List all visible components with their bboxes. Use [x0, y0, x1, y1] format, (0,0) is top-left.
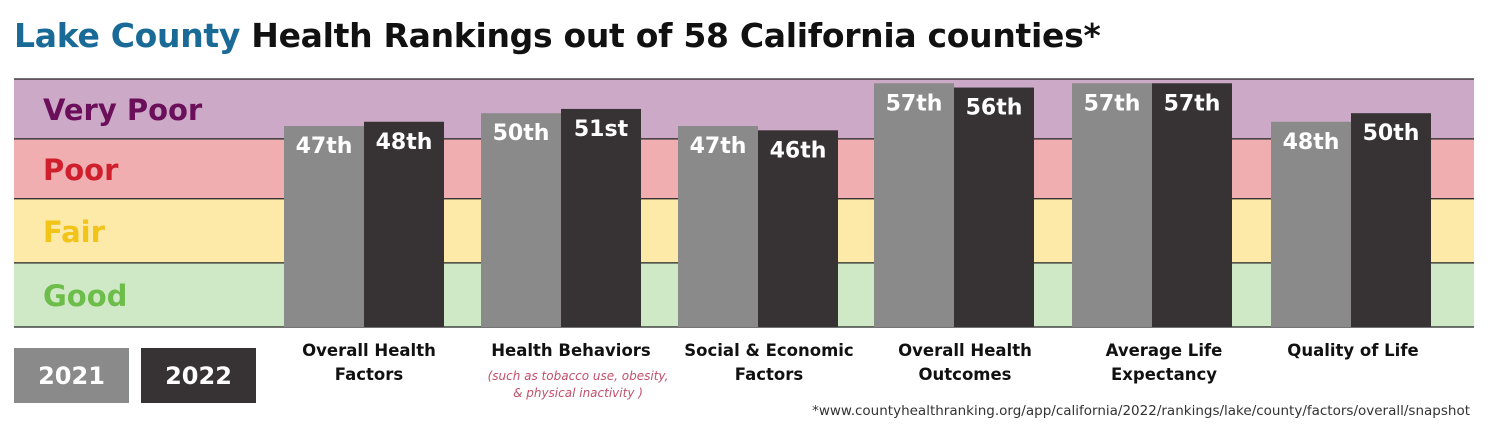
bar-2022-1	[561, 108, 641, 328]
bar-2022-5	[1351, 113, 1431, 327]
band-label-good: Good	[43, 279, 127, 313]
bar-2021-1	[481, 113, 561, 327]
category-label-line: Outcomes	[918, 365, 1012, 384]
bar-2021-5	[1271, 121, 1351, 327]
band-label-poor: Poor	[43, 153, 119, 187]
category-label-line: Factors	[334, 365, 404, 384]
bar-label-2021-3: 57th	[886, 91, 943, 116]
title-rest: Health Rankings out of 58 California cou…	[240, 16, 1101, 55]
title-county: Lake County	[14, 16, 241, 55]
category-label-average-life-expectancy: Average Life Expectancy	[1069, 339, 1259, 387]
category-label-line: Average Life	[1105, 341, 1223, 360]
category-label-line: Expectancy	[1110, 365, 1217, 384]
band-label-very-poor: Very Poor	[43, 93, 203, 127]
category-label-line: Factors	[734, 365, 804, 384]
note-line: (such as tobacco use, obesity,	[487, 369, 669, 383]
bar-2021-2	[678, 126, 758, 327]
bar-label-2021-0: 47th	[296, 134, 353, 159]
bar-label-2022-2: 46th	[770, 138, 827, 163]
legend-2021: 2021	[14, 348, 129, 403]
category-label-line: Quality of Life	[1287, 341, 1419, 360]
bar-label-2022-1: 51st	[574, 117, 629, 142]
note-line: & physical inactivity )	[513, 386, 643, 400]
category-label-health-behaviors: Health Behaviors	[476, 339, 666, 363]
bar-2022-4	[1152, 83, 1232, 327]
bar-label-2022-3: 56th	[966, 96, 1023, 121]
bar-label-2021-4: 57th	[1084, 91, 1141, 116]
bar-label-2021-5: 48th	[1283, 130, 1340, 155]
category-label-line: Health Behaviors	[491, 341, 651, 360]
category-label-overall-health-factors: Overall Health Factors	[274, 339, 464, 387]
bar-label-2022-0: 48th	[376, 130, 433, 155]
bar-label-2022-4: 57th	[1164, 91, 1221, 116]
bar-2021-3	[874, 83, 954, 327]
category-label-line: Overall Health	[898, 341, 1032, 360]
bar-2021-0	[284, 126, 364, 327]
bar-label-2022-5: 50th	[1363, 121, 1420, 146]
bar-2022-2	[758, 130, 838, 327]
health-behaviors-note: (such as tobacco use, obesity, & physica…	[478, 368, 678, 402]
category-label-line: Social & Economic	[684, 341, 854, 360]
band-label-fair: Fair	[43, 215, 106, 249]
category-label-overall-health-outcomes: Overall Health Outcomes	[870, 339, 1060, 387]
bar-label-2021-2: 47th	[690, 134, 747, 159]
bar-2021-4	[1072, 83, 1152, 327]
category-label-line: Overall Health	[302, 341, 436, 360]
source-footnote: *www.countyhealthranking.org/app/califor…	[812, 403, 1470, 419]
category-label-quality-of-life: Quality of Life	[1258, 339, 1448, 363]
bar-2022-3	[954, 87, 1034, 327]
category-label-social-economic-factors: Social & Economic Factors	[674, 339, 864, 387]
bar-2022-0	[364, 121, 444, 327]
chart-title: Lake County Health Rankings out of 58 Ca…	[14, 16, 1101, 55]
bar-label-2021-1: 50th	[493, 121, 550, 146]
legend-2022: 2022	[141, 348, 256, 403]
